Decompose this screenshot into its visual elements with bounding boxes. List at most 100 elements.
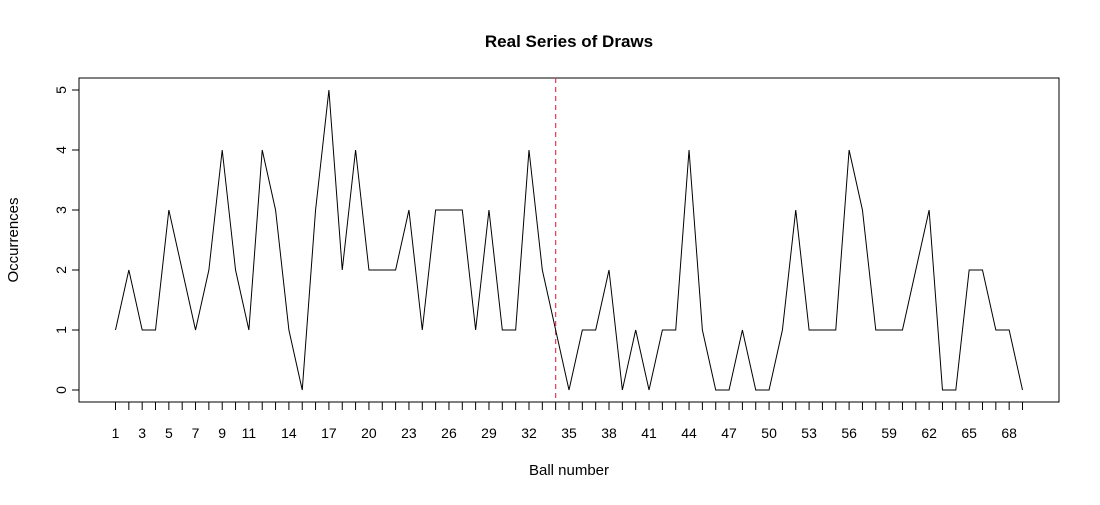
data-point [300,388,305,393]
y-tick-label: 1 [53,326,69,334]
y-axis-label: Occurrences [5,197,22,282]
data-point [807,328,812,333]
data-point [673,328,678,333]
data-point [847,148,852,153]
data-point [313,208,318,213]
data-point [980,268,985,273]
data-point [713,388,718,393]
data-point [913,268,918,273]
data-point [580,328,585,333]
data-point [1020,388,1025,393]
data-point [273,208,278,213]
data-point [406,208,411,213]
data-point [220,148,225,153]
data-point [233,268,238,273]
data-point [246,328,251,333]
x-tick-label: 5 [165,425,173,441]
data-point [286,328,291,333]
x-tick-label: 17 [321,425,337,441]
data-point [460,208,465,213]
data-point [620,388,625,393]
data-point [553,328,558,333]
data-point [473,328,478,333]
y-axis: 0 1 2 3 4 5 [53,86,80,394]
x-tick-label: 11 [242,425,257,441]
data-point [567,388,572,393]
chart-title: Real Series of Draws [485,32,653,51]
data-point [873,328,878,333]
y-tick-label: 5 [53,86,69,94]
x-tick-label: 7 [192,425,200,441]
data-point [953,388,958,393]
data-point [940,388,945,393]
data-point [833,328,838,333]
data-point [433,208,438,213]
data-point [540,268,545,273]
plot-box [78,77,1060,403]
data-point [967,268,972,273]
x-tick-label: 59 [881,425,897,441]
x-tick-label: 32 [521,425,537,441]
data-point [126,268,131,273]
data-point [593,328,598,333]
data-point [927,208,932,213]
data-point [380,268,385,273]
data-point [340,268,345,273]
data-point [153,328,158,333]
data-point [687,148,692,153]
data-point [180,268,185,273]
y-tick-label: 2 [53,266,69,274]
x-tick-label: 53 [801,425,817,441]
data-point [820,328,825,333]
data-point [727,388,732,393]
x-tick-label: 20 [361,425,377,441]
data-point [860,208,865,213]
data-point [420,328,425,333]
data-point [486,208,491,213]
data-point [767,388,772,393]
data-point [366,268,371,273]
x-tick-label: 9 [218,425,226,441]
x-tick-label: 35 [561,425,577,441]
data-point [353,148,358,153]
x-tick-label: 41 [641,425,657,441]
data-point [740,328,745,333]
x-tick-label: 50 [761,425,777,441]
x-tick-label: 23 [401,425,417,441]
x-tick-label: 47 [721,425,737,441]
series-line-0 [115,89,1023,391]
data-point [193,328,198,333]
data-point [513,328,518,333]
x-tick-label: 38 [601,425,617,441]
data-point [607,268,612,273]
data-point [993,328,998,333]
data-point [526,148,531,153]
data-point [900,328,905,333]
data-point [660,328,665,333]
data-point [260,148,265,153]
data-point [793,208,798,213]
data-point [647,388,652,393]
x-axis: 1 3 5 7 9 11 14 17 20 23 26 29 32 35 38 41 44 47 50 53 56 59 6… [112,401,1023,441]
x-tick-label: 65 [961,425,977,441]
data-point [206,268,211,273]
x-tick-label: 44 [681,425,697,441]
data-point [166,208,171,213]
y-tick-label: 3 [53,206,69,214]
data-point [326,88,331,93]
x-tick-label: 62 [921,425,937,441]
series-layer [113,88,1025,393]
data-point [446,208,451,213]
data-point [500,328,505,333]
y-tick-label: 0 [53,386,69,394]
x-tick-label: 3 [138,425,146,441]
data-point [1007,328,1012,333]
data-point [113,328,118,333]
data-point [700,328,705,333]
x-tick-label: 14 [281,425,297,441]
data-point [887,328,892,333]
x-tick-label: 26 [441,425,457,441]
x-tick-label: 1 [112,425,120,441]
